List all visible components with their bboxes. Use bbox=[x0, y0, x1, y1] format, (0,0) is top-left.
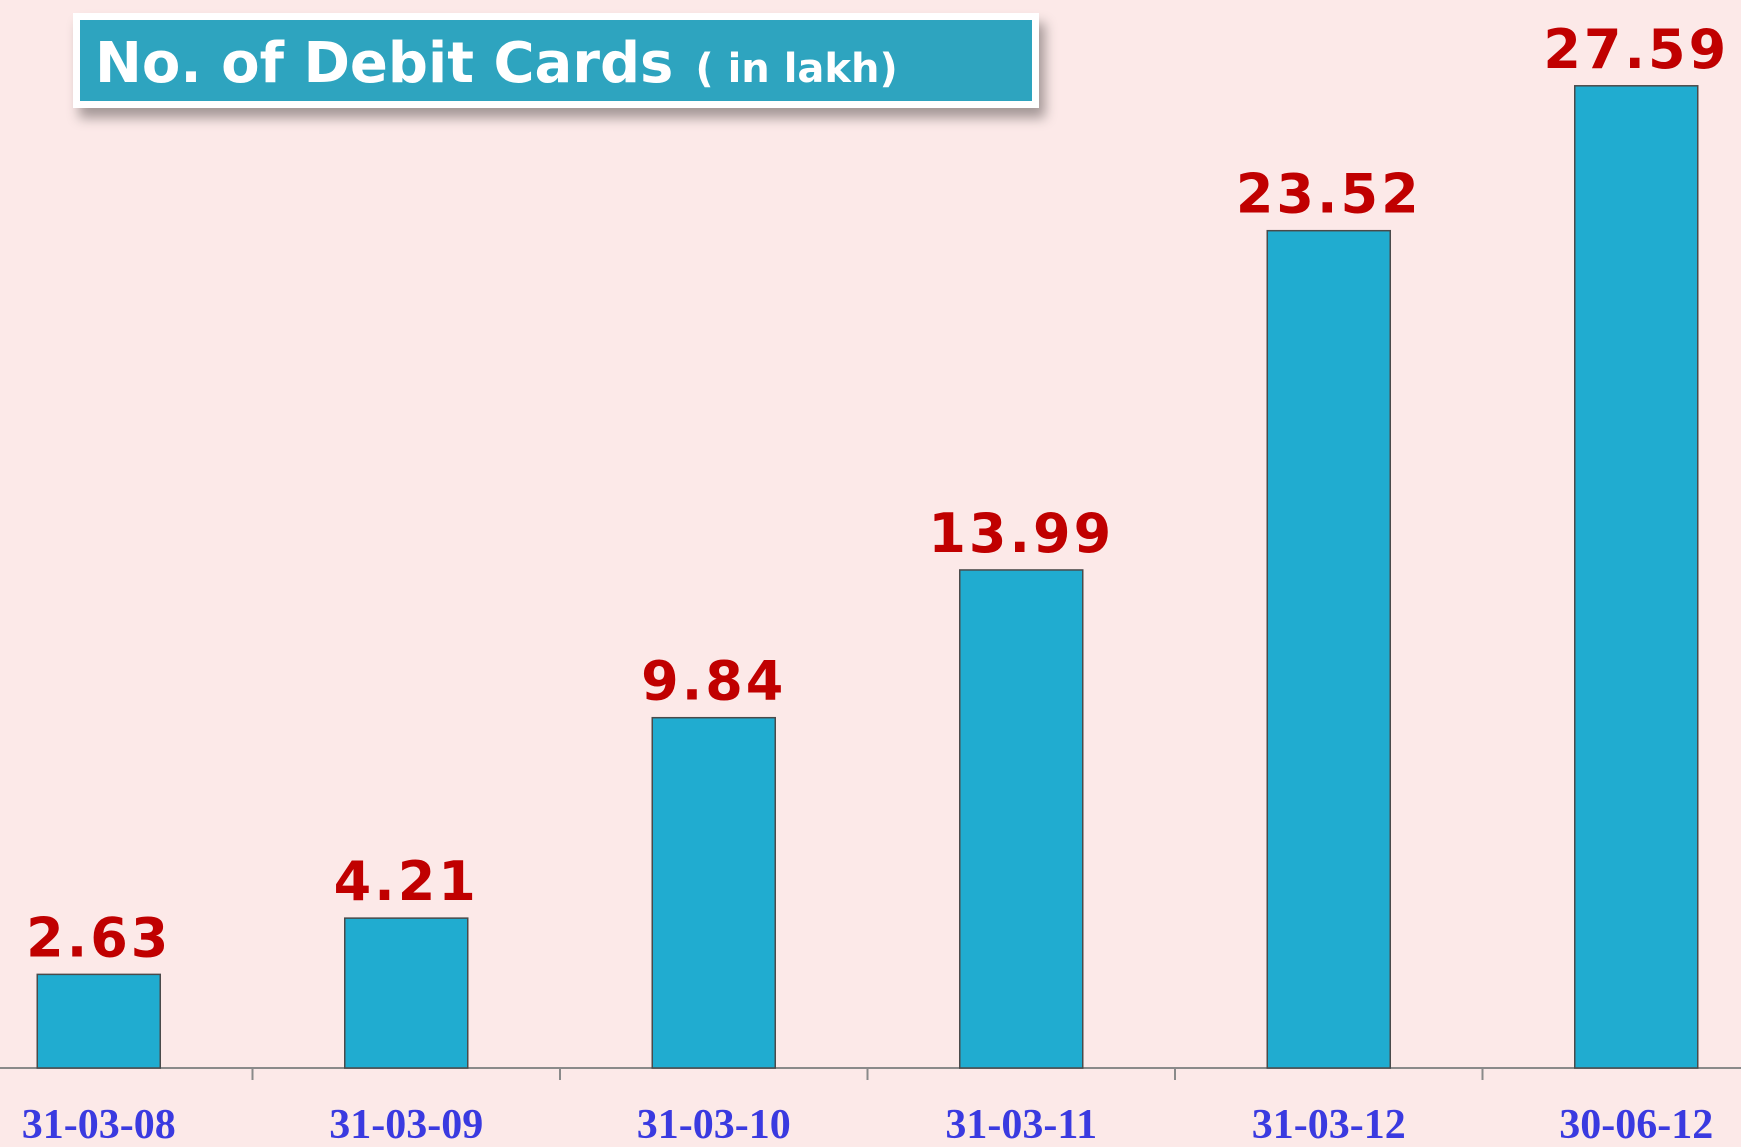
data-label: 13.99 bbox=[928, 502, 1114, 565]
bar bbox=[344, 917, 469, 1069]
x-tick-label: 31-03-09 bbox=[329, 1102, 483, 1147]
data-label: 27.59 bbox=[1543, 18, 1729, 81]
x-tick-label: 30-06-12 bbox=[1559, 1102, 1713, 1147]
title-text: No. of Debit Cards bbox=[95, 31, 673, 96]
x-tick-label: 31-03-11 bbox=[945, 1102, 1097, 1147]
bar bbox=[36, 973, 161, 1069]
title-fill bbox=[80, 20, 1032, 101]
data-label: 23.52 bbox=[1236, 163, 1422, 226]
bar bbox=[959, 569, 1084, 1069]
bar bbox=[651, 716, 776, 1069]
title-box: No. of Debit Cards ( in lakh) bbox=[73, 13, 1039, 108]
bar bbox=[1574, 85, 1699, 1069]
data-label: 9.84 bbox=[641, 650, 786, 713]
bar bbox=[1266, 229, 1391, 1069]
x-tick-label: 31-03-10 bbox=[637, 1102, 791, 1147]
x-tick-label: 31-03-12 bbox=[1252, 1102, 1406, 1147]
x-tick-label: 31-03-08 bbox=[22, 1102, 176, 1147]
chart-title: No. of Debit Cards ( in lakh) bbox=[95, 31, 898, 96]
data-label: 4.21 bbox=[334, 850, 479, 913]
subtitle: ( in lakh) bbox=[695, 46, 897, 92]
data-label: 2.63 bbox=[26, 906, 171, 969]
